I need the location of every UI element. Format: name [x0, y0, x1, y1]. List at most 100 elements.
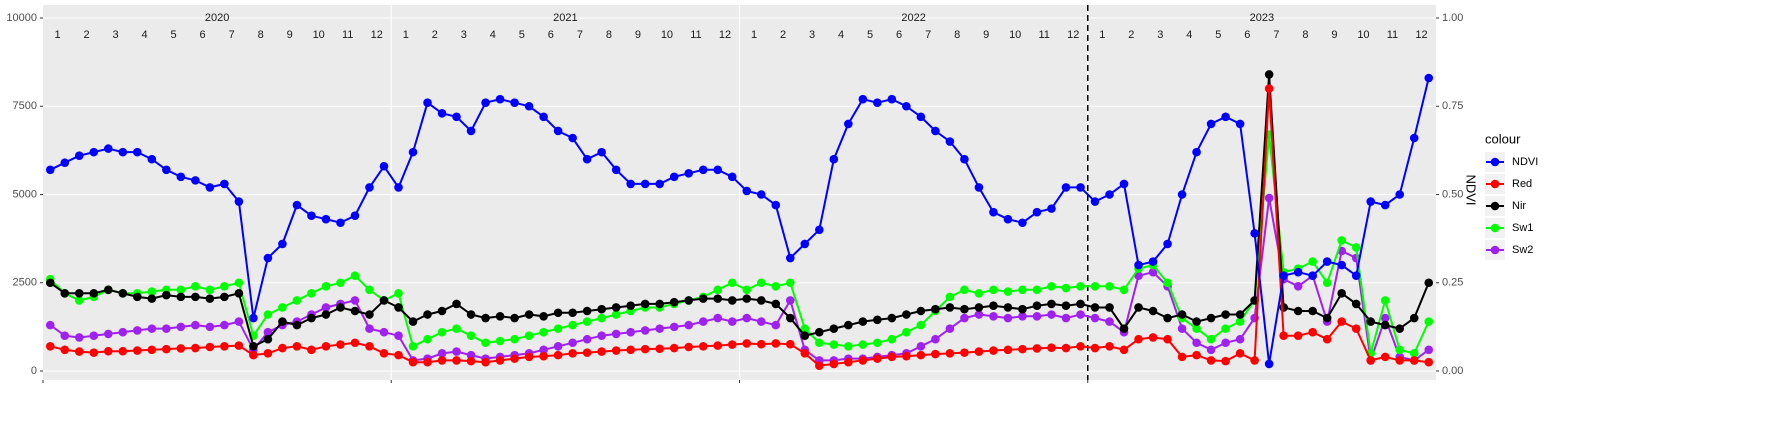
- month-label: 10: [661, 29, 673, 41]
- data-point: [713, 341, 723, 350]
- month-label: 8: [1302, 29, 1308, 41]
- data-point: [785, 296, 795, 305]
- data-point: [568, 338, 577, 348]
- data-point: [1264, 359, 1274, 369]
- data-point: [147, 294, 157, 303]
- data-point: [626, 301, 635, 310]
- data-point: [1163, 313, 1172, 323]
- data-point: [1105, 190, 1114, 199]
- data-point: [858, 317, 868, 326]
- data-point: [1177, 190, 1187, 199]
- data-point: [321, 310, 331, 319]
- data-point: [960, 154, 969, 164]
- month-label: 3: [809, 29, 815, 41]
- data-point: [873, 315, 882, 325]
- data-point: [974, 303, 984, 312]
- data-point: [191, 292, 200, 302]
- data-point: [989, 301, 998, 310]
- data-point: [1380, 313, 1390, 323]
- data-point: [829, 324, 839, 333]
- marks: [45, 5, 1434, 380]
- data-point: [931, 126, 940, 136]
- month-label: 6: [548, 29, 554, 41]
- data-point: [568, 320, 577, 330]
- y-tick-label: 10000: [6, 12, 37, 24]
- data-point: [1409, 349, 1419, 358]
- data-point: [45, 278, 55, 288]
- data-point: [887, 352, 897, 362]
- data-point: [916, 341, 926, 351]
- data-point: [873, 98, 882, 108]
- data-point: [1105, 341, 1114, 351]
- data-point: [292, 200, 302, 210]
- data-point: [1366, 317, 1376, 326]
- data-point: [1119, 345, 1129, 355]
- data-point: [103, 144, 113, 153]
- data-point: [365, 310, 374, 319]
- legend-label: NDVI: [1512, 156, 1538, 168]
- month-label: 1: [751, 29, 757, 41]
- data-point: [1003, 214, 1013, 224]
- data-point: [553, 308, 563, 318]
- data-point: [800, 349, 810, 358]
- data-point: [1061, 313, 1071, 323]
- data-point: [1134, 260, 1143, 270]
- data-point: [1076, 310, 1085, 319]
- data-point: [1148, 267, 1158, 277]
- data-point: [1206, 356, 1216, 365]
- data-point: [1351, 299, 1361, 309]
- data-point: [1119, 179, 1129, 189]
- data-point: [916, 350, 926, 360]
- data-point: [626, 345, 635, 355]
- data-point: [815, 327, 824, 337]
- data-point: [191, 320, 200, 330]
- data-point: [205, 294, 215, 303]
- data-point: [539, 112, 548, 122]
- data-point: [481, 313, 490, 323]
- data-point: [858, 340, 868, 349]
- data-point: [162, 165, 171, 175]
- data-point: [916, 112, 926, 122]
- data-point: [916, 320, 926, 330]
- data-point: [756, 278, 766, 288]
- data-point: [1134, 271, 1143, 280]
- data-point: [60, 289, 70, 298]
- data-point: [1090, 303, 1100, 312]
- data-point: [1105, 317, 1114, 326]
- data-point: [147, 324, 157, 333]
- data-point: [1322, 313, 1332, 323]
- data-point: [452, 324, 461, 333]
- month-label: 9: [635, 29, 641, 41]
- data-point: [916, 306, 926, 316]
- data-point: [379, 349, 389, 358]
- data-point: [1380, 200, 1390, 210]
- data-point: [220, 320, 229, 330]
- data-point: [1192, 350, 1201, 360]
- data-point: [466, 356, 476, 366]
- data-point: [452, 356, 461, 365]
- data-point: [887, 313, 897, 323]
- data-point: [379, 327, 389, 337]
- data-point: [176, 292, 186, 302]
- data-point: [785, 313, 795, 323]
- data-point: [742, 285, 752, 295]
- data-point: [524, 352, 534, 362]
- data-point: [1221, 112, 1230, 122]
- data-point: [858, 356, 868, 365]
- month-label: 5: [867, 29, 873, 41]
- data-point: [1395, 345, 1405, 355]
- data-point: [1395, 190, 1405, 199]
- data-point: [1250, 356, 1259, 365]
- year-label: 2021: [553, 12, 577, 24]
- data-point: [742, 313, 752, 323]
- data-point: [1322, 334, 1332, 344]
- data-point: [1337, 236, 1346, 245]
- data-point: [176, 172, 186, 182]
- data-point: [437, 356, 447, 365]
- data-point: [684, 169, 694, 178]
- data-point: [495, 356, 505, 365]
- y-tick-label: 5000: [13, 188, 37, 200]
- data-point: [394, 350, 403, 360]
- data-point: [727, 172, 737, 182]
- data-point: [756, 190, 766, 199]
